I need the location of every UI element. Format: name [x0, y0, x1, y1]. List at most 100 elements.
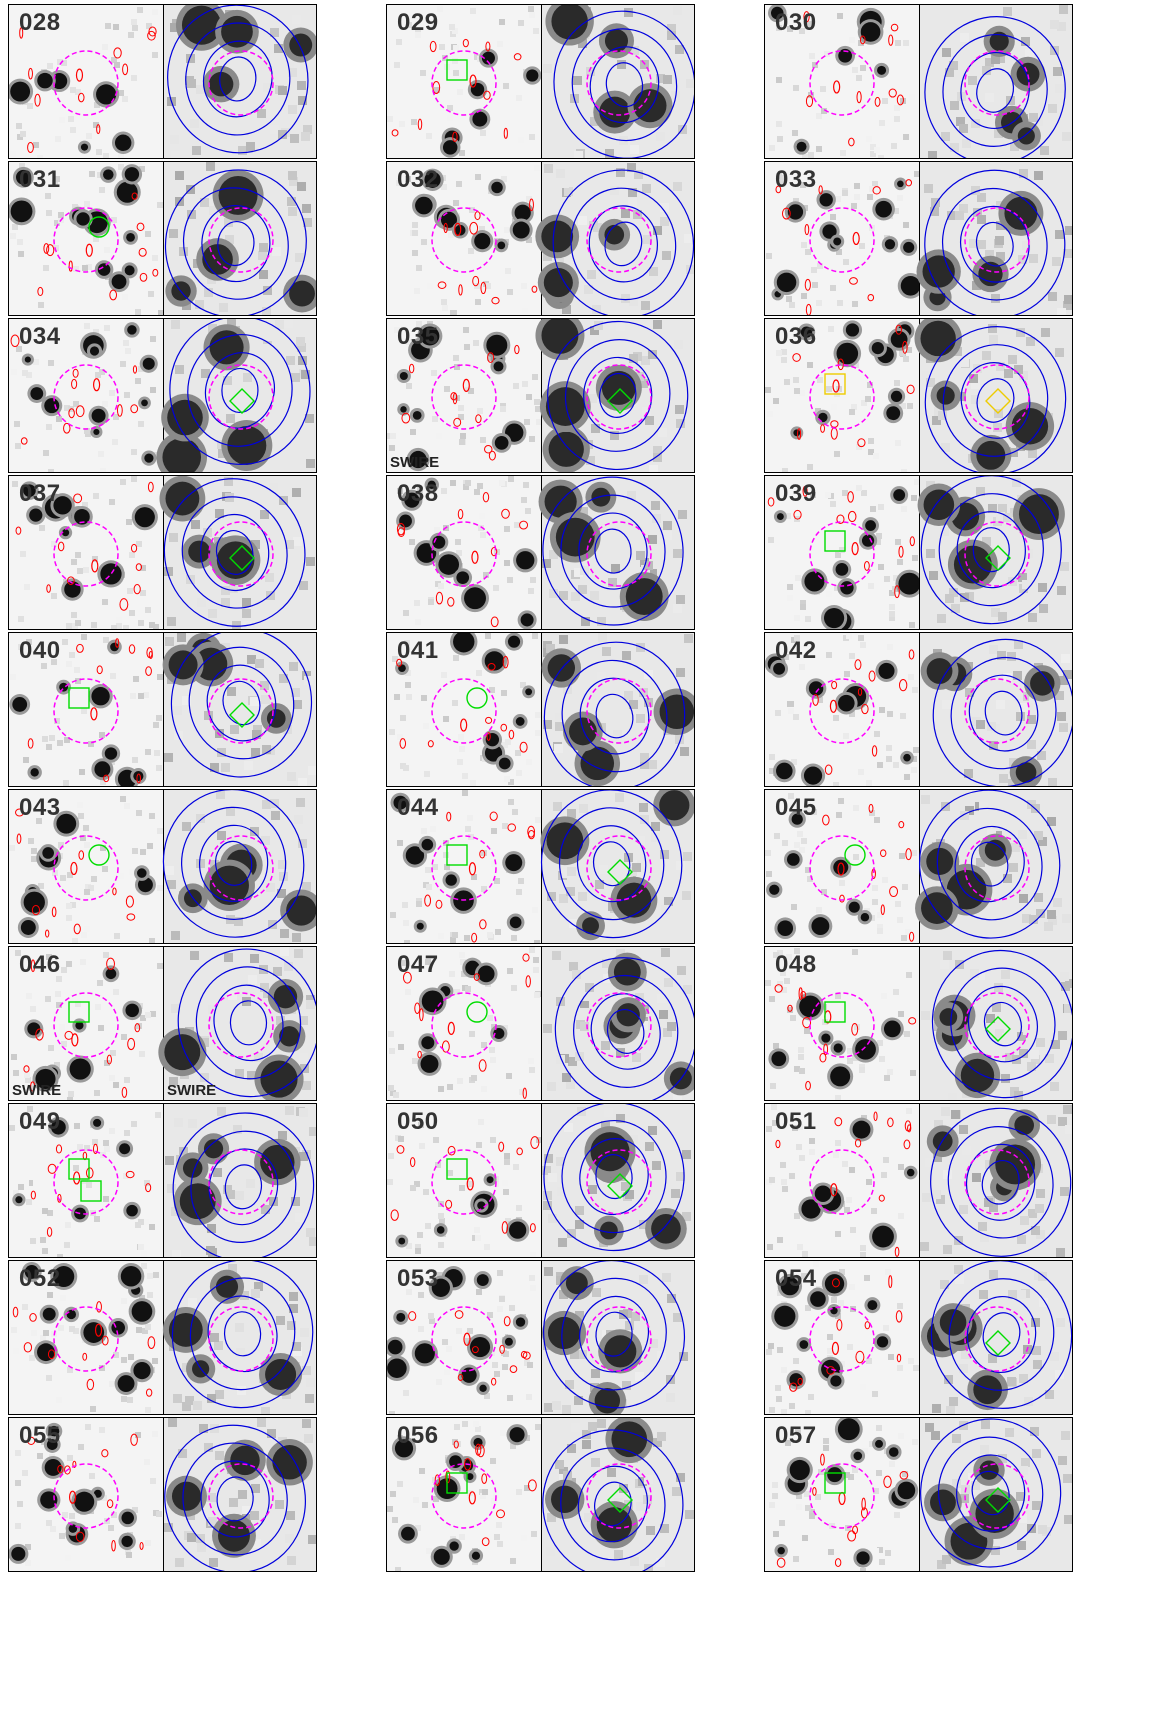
radio-contour: [507, 823, 516, 832]
radio-contour: [895, 1310, 903, 1323]
optical-cutout: [387, 162, 541, 315]
radio-contour: [805, 303, 812, 315]
panel-041: 041: [386, 632, 695, 787]
radio-contour: [856, 91, 862, 104]
submm-contour: [956, 1454, 1026, 1532]
radio-contour: [90, 707, 98, 721]
submm-contour: [554, 957, 694, 1100]
radio-contour: [500, 723, 508, 732]
submm-contour: [594, 1481, 632, 1527]
radio-contour: [519, 741, 528, 753]
submm-contour: [181, 496, 288, 609]
infrared-cutout: [535, 319, 694, 472]
radio-contour: [30, 959, 36, 973]
search-circle: [964, 678, 1030, 744]
panel-036: 036: [764, 318, 1073, 473]
panel-id-label: 041: [397, 637, 439, 664]
radio-contour: [503, 1316, 511, 1327]
radio-contour: [888, 88, 897, 98]
panel-043: 043: [8, 789, 317, 944]
panel-028: 028: [8, 4, 317, 159]
radio-contour: [463, 1458, 472, 1471]
radio-contour: [480, 281, 487, 295]
radio-contour: [483, 90, 491, 100]
radio-contour: [491, 296, 500, 305]
radio-contour: [30, 1190, 36, 1200]
radio-contour: [496, 1509, 506, 1519]
radio-contour: [462, 38, 469, 48]
radio-contour: [85, 1167, 94, 1179]
submm-contour: [576, 825, 647, 903]
panel-id-label: 051: [775, 1108, 817, 1135]
submm-contour: [965, 1143, 1036, 1221]
panel-image: [9, 790, 316, 943]
panel-image: [387, 476, 694, 629]
radio-contour: [432, 80, 441, 94]
optical-cutout: [765, 947, 919, 1100]
submm-contour: [579, 677, 650, 755]
optical-cutout: [9, 162, 164, 315]
submm-contour: [942, 33, 1048, 147]
radio-contour: [868, 803, 874, 813]
submm-contour: [170, 633, 313, 778]
radio-contour: [390, 1209, 399, 1221]
radio-contour: [503, 127, 508, 139]
submm-contour: [189, 1277, 296, 1391]
search-circle: [964, 1306, 1030, 1372]
panel-044: 044: [386, 789, 695, 944]
submm-contour: [924, 326, 1067, 472]
radio-contour: [883, 1475, 892, 1488]
panel-image: [9, 162, 316, 315]
infrared-cutout: [915, 790, 1072, 943]
id-square-marker: [824, 373, 846, 395]
optical-cutout: [765, 790, 919, 943]
radio-contour: [847, 491, 854, 503]
radio-contour: [800, 990, 807, 999]
submm-contour: [970, 841, 1009, 887]
submm-contour: [936, 807, 1043, 921]
search-circle: [53, 1306, 119, 1372]
radio-contour: [435, 591, 444, 605]
radio-contour: [85, 243, 93, 257]
search-circle: [586, 207, 652, 273]
radio-contour: [831, 1341, 840, 1355]
radio-contour: [863, 561, 870, 571]
submm-contour: [579, 1295, 649, 1373]
search-circle: [809, 207, 875, 273]
panel-033: 033: [764, 161, 1073, 316]
radio-contour: [96, 1301, 102, 1313]
submm-contour: [216, 1476, 254, 1522]
radio-contour: [874, 96, 881, 107]
radio-contour: [823, 1043, 829, 1056]
radio-contour: [864, 1321, 871, 1330]
panel-image: [9, 633, 316, 786]
radio-contour: [775, 1139, 781, 1149]
radio-contour: [513, 53, 522, 61]
radio-contour: [905, 848, 912, 861]
radio-contour: [487, 352, 495, 363]
submm-contour: [972, 527, 1010, 573]
radio-contour: [446, 811, 452, 822]
radio-contour: [31, 904, 41, 916]
radio-contour: [145, 1183, 152, 1193]
radio-contour: [15, 808, 25, 817]
search-circle: [208, 678, 274, 744]
submm-contour: [560, 494, 666, 608]
submm-contour: [930, 1261, 1072, 1409]
search-circle: [964, 992, 1030, 1058]
id-diamond-marker: [607, 1487, 633, 1513]
radio-contour: [452, 131, 458, 142]
submm-contour: [938, 493, 1044, 607]
radio-contour: [472, 275, 480, 287]
infrared-cutout: [535, 162, 694, 315]
submm-contour: [579, 1138, 649, 1216]
survey-tag: SWIRE: [12, 1082, 62, 1099]
infrared-cutout: [164, 1104, 316, 1257]
optical-cutout: [387, 1418, 541, 1571]
submm-contour: [547, 320, 689, 471]
search-circle: [208, 50, 274, 116]
panel-046: 046 SWIRE SWIRE: [8, 946, 317, 1101]
radio-contour: [454, 1310, 464, 1319]
panel-039: 039: [764, 475, 1073, 630]
radio-contour: [834, 1117, 843, 1127]
